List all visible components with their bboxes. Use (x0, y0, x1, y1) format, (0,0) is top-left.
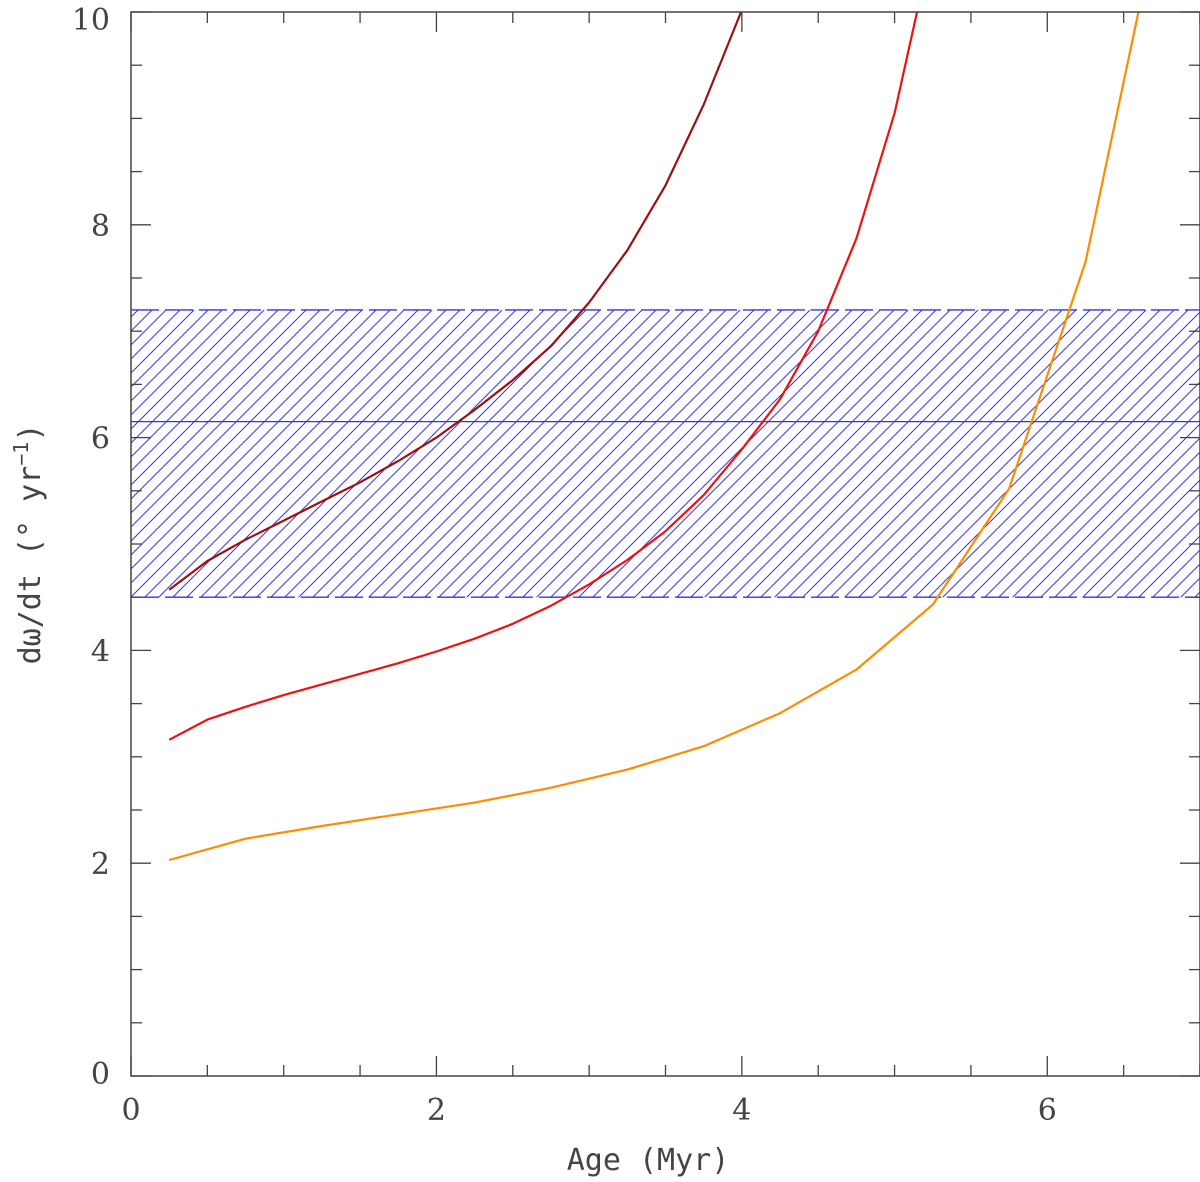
series-line-red (168, 12, 919, 741)
band-group (131, 309, 1200, 598)
series-line-dark-red (168, 12, 743, 591)
x-tick-label: 4 (732, 1093, 751, 1128)
y-tick-label: 2 (91, 847, 110, 882)
ticks-group: 0 2 4 6 0 2 4 6 8 10 (72, 3, 1200, 1128)
series-group (168, 12, 1140, 862)
y-axis-label-superscript: −1 (9, 442, 33, 466)
y-axis-label-main: dω/dt (° yr (13, 466, 48, 665)
y-axis-label-close: ) (13, 424, 48, 442)
uncertainty-band (131, 309, 1200, 598)
y-tick-label: 4 (91, 634, 110, 669)
series-line-orange (168, 12, 1140, 862)
y-tick-label: 0 (91, 1057, 110, 1092)
x-axis-label: Age (Myr) (567, 1143, 730, 1178)
y-tick-label: 10 (72, 3, 110, 38)
x-tick-label: 0 (121, 1093, 140, 1128)
y-tick-label: 8 (91, 209, 110, 244)
x-tick-label: 2 (427, 1093, 446, 1128)
y-tick-label: 6 (91, 422, 110, 457)
x-tick-label: 6 (1038, 1093, 1057, 1128)
y-axis-label: dω/dt (° yr−1) (9, 424, 48, 665)
